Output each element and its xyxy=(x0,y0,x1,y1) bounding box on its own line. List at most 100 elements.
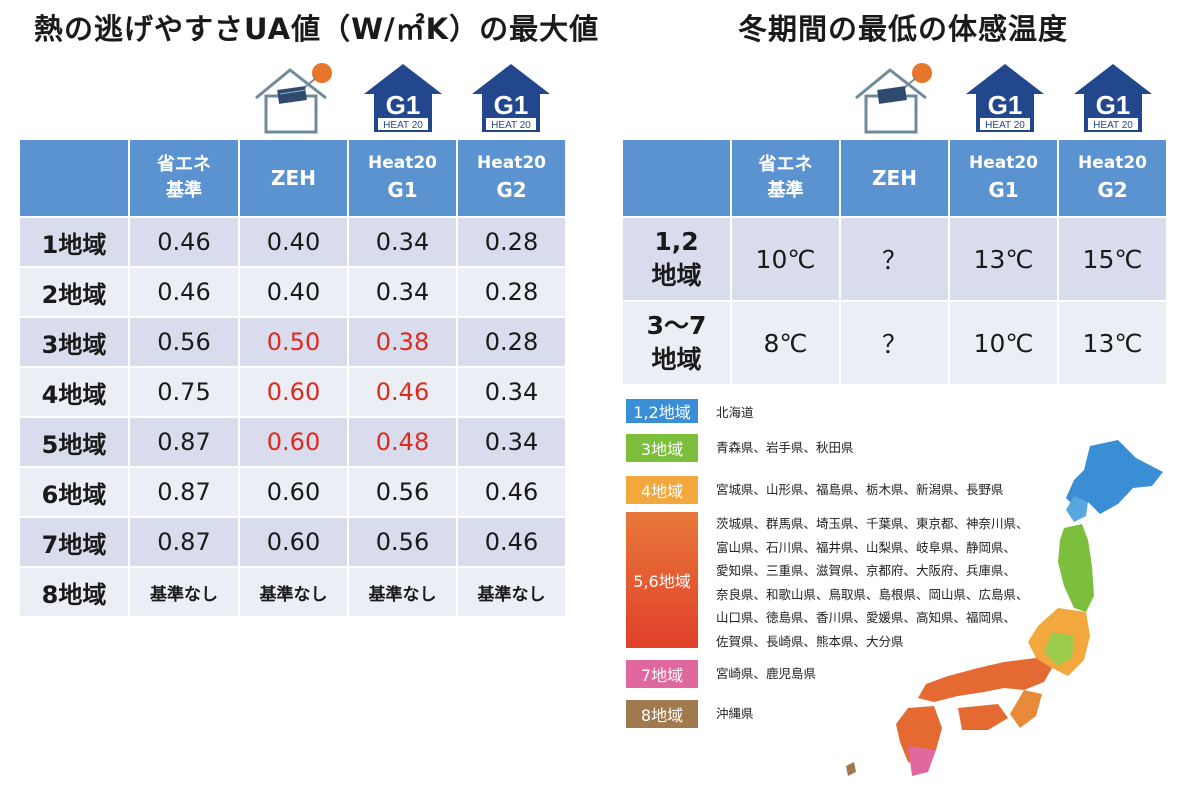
prefecture-line: 宮崎県、鹿児島県 xyxy=(716,666,817,681)
table-cell: 基準なし xyxy=(349,568,456,616)
row-label: 4地域 xyxy=(20,368,128,416)
header-energy-standard: 省エネ 基準 xyxy=(732,140,839,216)
table-cell: 0.87 xyxy=(130,418,238,466)
left-title: 熱の逃げやすさUA値（W/㎡K）の最大値 xyxy=(34,12,600,46)
header-energy-standard: 省エネ 基準 xyxy=(130,140,238,216)
prefecture-line: 山口県、徳島県、香川県、愛媛県、高知県、福岡県、 xyxy=(716,610,1017,625)
table-row: 5地域 0.87 0.60 0.48 0.34 xyxy=(20,418,565,466)
g1-badge-text: G1 xyxy=(494,90,529,120)
prefecture-line: 愛知県、三重県、滋賀県、京都府、大阪府、兵庫県、 xyxy=(716,563,1017,578)
table-row: 8地域 基準なし 基準なし 基準なし 基準なし xyxy=(20,568,565,616)
table-cell: 0.46 xyxy=(458,518,565,566)
table-cell: 0.50 xyxy=(240,318,347,366)
table-cell: 0.40 xyxy=(240,268,347,316)
header-line: Heat20 xyxy=(367,153,437,174)
table-cell: 0.56 xyxy=(349,468,456,516)
prefecture-line: 宮城県、山形県、福島県、栃木県、新潟県、長野県 xyxy=(716,482,1004,497)
prefecture-line: 奈良県、和歌山県、鳥取県、島根県、岡山県、広島県、 xyxy=(716,586,1029,602)
table-cell: 基準なし xyxy=(240,568,347,616)
table-row: 3〜7 地域 8℃？ 10℃ 13℃ xyxy=(623,302,1166,384)
g1-heat20-badge-icon: G1 HEAT 20 xyxy=(966,64,1044,132)
row-label: 5地域 xyxy=(20,418,128,466)
row-label-line: 1,2 xyxy=(654,227,699,257)
table-cell: 0.34 xyxy=(349,268,456,316)
table-cell: 0.28 xyxy=(458,268,565,316)
table-cell: 0.56 xyxy=(130,318,238,366)
header-zeh: ZEH xyxy=(841,140,948,216)
table-cell: 0.60 xyxy=(240,418,347,466)
zone-legend-label: 3地域 xyxy=(626,434,698,462)
prefecture-line: 佐賀県、長崎県、熊本県、大分県 xyxy=(716,633,904,649)
row-label: 1地域 xyxy=(20,218,128,266)
table-cell: 15℃ xyxy=(1059,218,1166,300)
zone-legend-label: 1,2地域 xyxy=(626,399,698,423)
table-cell: 0.46 xyxy=(130,268,238,316)
heat20-badge-text: HEAT 20 xyxy=(1093,120,1133,131)
table-cell: 0.46 xyxy=(130,218,238,266)
table-cell: 0.28 xyxy=(458,218,565,266)
header-heat20-g1: Heat20 G1 xyxy=(349,140,456,216)
zeh-house-icon xyxy=(855,63,932,134)
table-row: 4地域 0.75 0.60 0.46 0.34 xyxy=(20,368,565,416)
header-line: 基準 xyxy=(166,180,202,201)
table-cell: 0.38 xyxy=(349,318,456,366)
table-row: 1,2 地域 10℃？ 13℃ 15℃ xyxy=(623,218,1166,300)
zone-prefecture-list: 宮崎県、鹿児島県 xyxy=(716,662,816,686)
zeh-house-icon xyxy=(255,63,332,134)
header-line: 省エネ xyxy=(758,153,813,175)
table-cell: 0.48 xyxy=(349,418,456,466)
prefecture-line: 富山県、石川県、福井県、山梨県、岐阜県、静岡県、 xyxy=(716,539,1017,555)
heat20-badge-text: HEAT 20 xyxy=(383,120,423,131)
header-line: G2 xyxy=(1097,177,1128,202)
table-row: 3地域 0.56 0.50 0.38 0.28 xyxy=(20,318,565,366)
header-line: 基準 xyxy=(767,180,804,201)
header-line: Heat20 xyxy=(968,153,1038,174)
zone-prefecture-list: 青森県、岩手県、秋田県 xyxy=(716,436,854,460)
table-cell: 0.34 xyxy=(458,418,565,466)
prefecture-line: 茨城県、群馬県、埼玉県、千葉県、東京都、神奈川県、 xyxy=(716,516,1029,531)
table-cell: 13℃ xyxy=(950,218,1057,300)
table-cell: 10℃ xyxy=(732,218,839,300)
row-label: 3〜7 地域 xyxy=(623,302,730,384)
table-header-row: 省エネ 基準 ZEH Heat20 G1 Heat20 G2 xyxy=(20,140,565,216)
header-corner xyxy=(623,140,730,216)
table-cell: 0.34 xyxy=(349,218,456,266)
g1-heat20-badge-icon: G1 HEAT 20 xyxy=(472,64,550,132)
japan-zone-map xyxy=(846,440,1163,776)
table-cell: 基準なし xyxy=(130,568,238,616)
header-heat20-g1: Heat20 G1 xyxy=(950,140,1057,216)
table-cell: 8℃ xyxy=(732,302,839,384)
g1-badge-text: G1 xyxy=(988,90,1023,120)
row-label: 7地域 xyxy=(20,518,128,566)
table-row: 1地域 0.46 0.40 0.34 0.28 xyxy=(20,218,565,266)
row-label: 1,2 地域 xyxy=(623,218,730,300)
row-label: 3地域 xyxy=(20,318,128,366)
right-title: 冬期間の最低の体感温度 xyxy=(738,12,1069,46)
row-label-line: 地域 xyxy=(651,345,702,374)
table-cell: 0.60 xyxy=(240,468,347,516)
table-cell: 0.87 xyxy=(130,468,238,516)
zone-legend-label: 4地域 xyxy=(626,476,698,504)
heat20-badge-text: HEAT 20 xyxy=(985,120,1025,131)
zone-legend-label: 7地域 xyxy=(626,660,698,688)
table-cell: 0.60 xyxy=(240,518,347,566)
row-label: 8地域 xyxy=(20,568,128,616)
table-cell: 0.75 xyxy=(130,368,238,416)
zone-prefecture-list: 沖縄県 xyxy=(716,702,754,726)
zone-prefecture-list: 北海道 xyxy=(716,401,754,425)
table-cell: 0.60 xyxy=(240,368,347,416)
g1-badge-text: G1 xyxy=(1096,90,1131,120)
prefecture-line: 青森県、岩手県、秋田県 xyxy=(716,440,854,455)
table-cell: ？ xyxy=(841,302,948,384)
table-cell: 0.34 xyxy=(458,368,565,416)
table-row: 2地域 0.46 0.40 0.34 0.28 xyxy=(20,268,565,316)
table-cell: 13℃ xyxy=(1059,302,1166,384)
prefecture-line: 沖縄県 xyxy=(716,706,754,721)
row-label-line: 地域 xyxy=(651,261,702,290)
table-cell: 基準なし xyxy=(458,568,565,616)
row-label: 6地域 xyxy=(20,468,128,516)
header-heat20-g2: Heat20 G2 xyxy=(1059,140,1166,216)
g1-heat20-badge-icon: G1 HEAT 20 xyxy=(364,64,442,132)
prefecture-line: 北海道 xyxy=(716,405,754,420)
row-label-line: 3〜7 xyxy=(646,311,707,341)
